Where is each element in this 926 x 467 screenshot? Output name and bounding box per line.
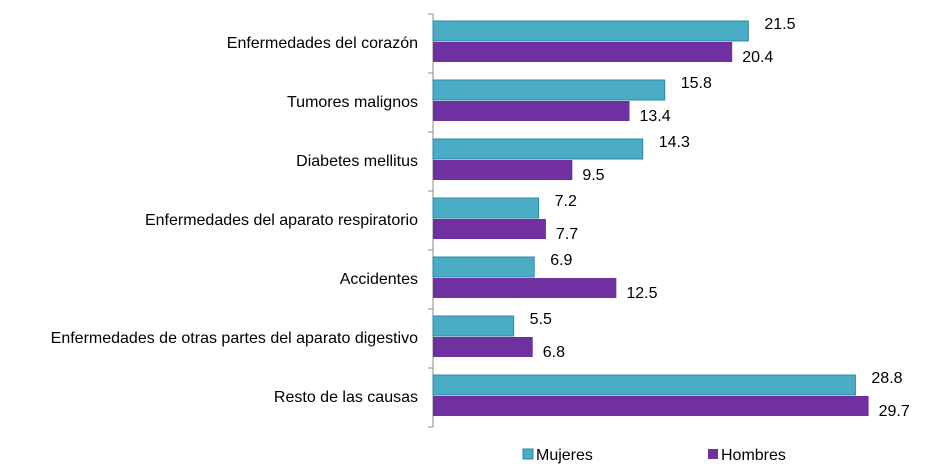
value-label: 15.8: [681, 75, 712, 92]
value-label: 12.5: [626, 285, 657, 302]
category-label-text: Enfermedades del aparato respiratorio: [144, 211, 418, 229]
category-label: Diabetes mellitus: [0, 132, 418, 191]
category-label-text: Tumores malignos: [286, 93, 418, 111]
bar: [432, 197, 540, 219]
bar: [433, 160, 573, 180]
bar: [432, 374, 856, 396]
bar: [432, 138, 644, 160]
bar: [433, 219, 546, 239]
legend-label: Mujeres: [536, 447, 593, 464]
value-label: 21.5: [764, 16, 795, 33]
category-label: Resto de las causas: [0, 368, 418, 427]
legend-swatch: [708, 449, 718, 459]
value-label: 7.7: [556, 226, 578, 243]
category-label-text: Resto de las causas: [273, 388, 418, 406]
value-label: 13.4: [640, 108, 671, 125]
value-label: 9.5: [582, 167, 604, 184]
value-label: 7.2: [555, 193, 577, 210]
bar: [433, 337, 533, 357]
value-label: 5.5: [530, 311, 552, 328]
legend-swatch: [522, 448, 534, 460]
value-label: 28.8: [871, 370, 902, 387]
bar: [433, 396, 869, 416]
value-label: 20.4: [742, 49, 773, 66]
bar: [432, 20, 749, 42]
value-label: 29.7: [879, 403, 910, 420]
bar: [432, 256, 535, 278]
category-label-text: Enfermedades del corazón: [226, 34, 418, 52]
category-label-text: Enfermedades de otras partes del aparato…: [50, 329, 418, 347]
category-label: Tumores malignos: [0, 73, 418, 132]
bar: [432, 79, 666, 101]
category-label: Accidentes: [0, 250, 418, 309]
bar: [433, 101, 630, 121]
category-label: Enfermedades del aparato respiratorio: [0, 191, 418, 250]
category-label: Enfermedades del corazón: [0, 14, 418, 73]
category-label-text: Diabetes mellitus: [296, 152, 418, 170]
value-label: 6.8: [543, 344, 565, 361]
value-label: 14.3: [659, 134, 690, 151]
legend-label: Hombres: [721, 447, 786, 464]
bar: [432, 315, 515, 337]
bar: [433, 42, 733, 62]
category-label-text: Accidentes: [339, 270, 418, 288]
category-label: Enfermedades de otras partes del aparato…: [0, 309, 418, 368]
bar: [433, 278, 617, 298]
value-label: 6.9: [550, 252, 572, 269]
